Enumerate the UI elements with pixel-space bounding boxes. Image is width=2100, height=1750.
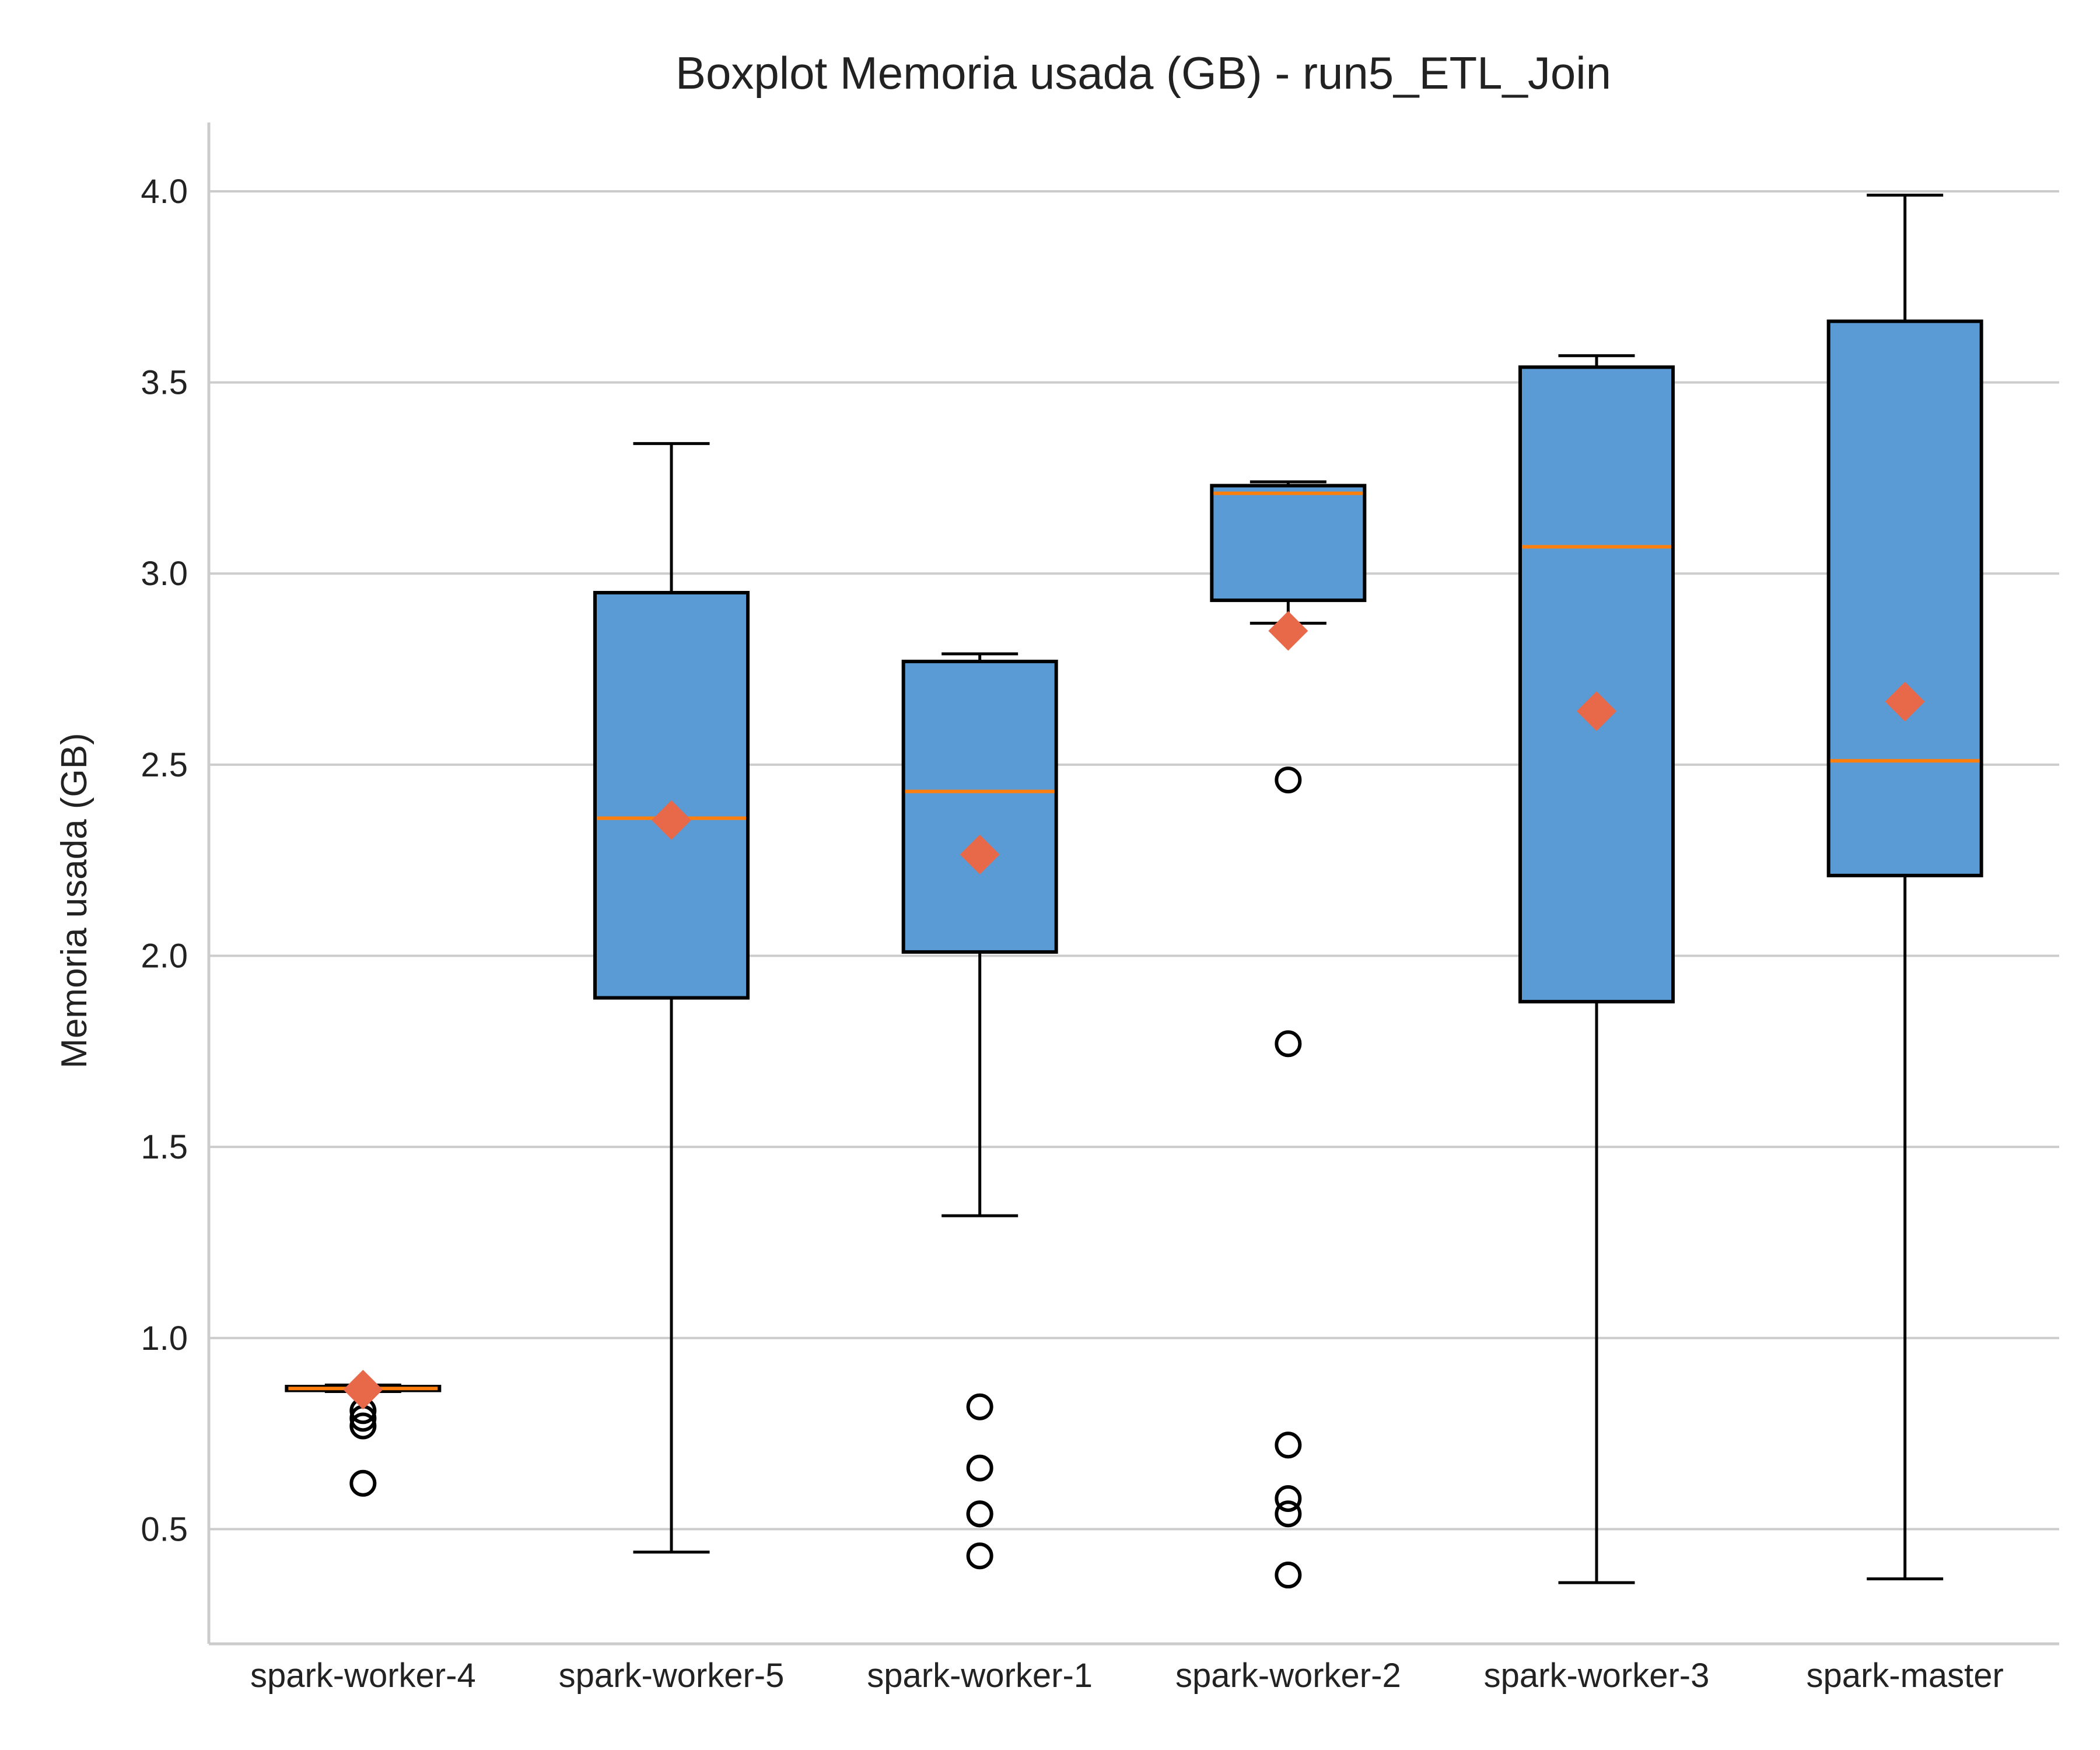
outlier-point [1275,1500,1302,1528]
gridlines [209,190,2059,1531]
x-tick-label: spark-worker-2 [1175,1657,1401,1695]
outlier-point [966,1542,993,1570]
chart-title: Boxplot Memoria usada (GB) - run5_ETL_Jo… [676,47,1611,99]
mean-marker [652,800,691,840]
box-spark-worker-5 [593,442,750,1554]
y-tick-labels: 0.5 1.0 1.5 2.0 2.5 3.0 3.5 4.0 [141,173,188,1548]
y-tick-label: 2.0 [141,937,188,975]
boxes [285,194,1983,1589]
box-spark-worker-3 [1518,354,1675,1584]
y-tick-label: 1.5 [141,1128,188,1166]
x-tick-label: spark-master [1806,1657,2003,1695]
outlier-point [966,1393,993,1420]
mean-marker [960,834,1000,874]
y-tick-label: 1.0 [141,1320,188,1357]
box-spark-worker-4 [285,1370,442,1497]
outlier-point [1275,1562,1302,1589]
iqr-box [1210,484,1367,603]
box-spark-master [1826,194,1983,1581]
outlier-point [349,1412,377,1440]
outlier-point [966,1454,993,1482]
outlier-point [1275,766,1302,794]
x-tick-label: spark-worker-3 [1484,1657,1710,1695]
box-spark-worker-1 [901,652,1058,1570]
x-tick-label: spark-worker-4 [250,1657,476,1695]
mean-marker [1268,611,1308,651]
x-tick-labels: spark-worker-4 spark-worker-5 spark-worker… [250,1657,2004,1695]
x-tick-label: spark-worker-1 [867,1657,1093,1695]
mean-marker [1577,691,1616,732]
y-tick-label: 3.5 [141,364,188,402]
y-tick-label: 3.0 [141,555,188,593]
iqr-box [593,590,750,1000]
outlier-point [966,1500,993,1528]
y-axis-label: Memoria usada (GB) [54,733,94,1068]
outlier-point [1275,1432,1302,1459]
y-tick-label: 0.5 [141,1510,188,1548]
y-tick-label: 4.0 [141,173,188,211]
iqr-box [901,659,1058,954]
axes [207,123,2059,1646]
x-tick-label: spark-worker-5 [559,1657,785,1695]
outlier-point [1275,1030,1302,1058]
iqr-box [1826,319,1983,877]
mean-marker [1885,681,1925,722]
outlier-point [349,1469,377,1497]
outlier-point [1275,1485,1302,1512]
iqr-box [1518,365,1675,1004]
mean-marker [343,1370,383,1410]
box-spark-worker-2 [1210,480,1367,1589]
y-tick-label: 2.5 [141,746,188,784]
